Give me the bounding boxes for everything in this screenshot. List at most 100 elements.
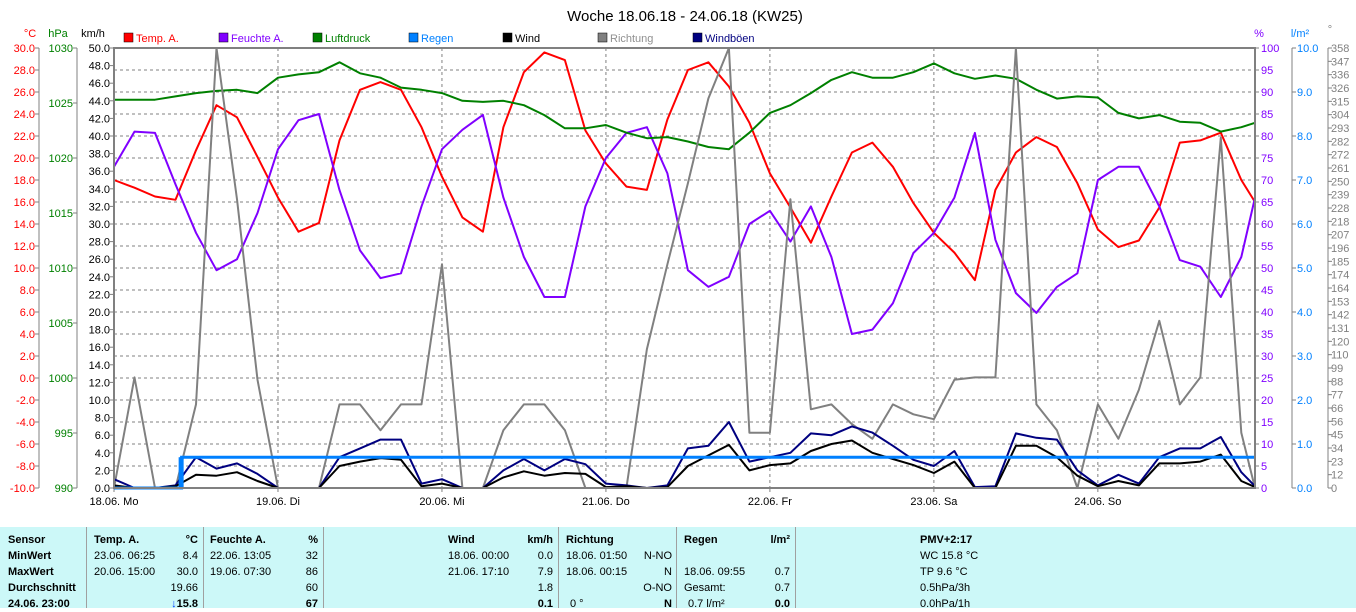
temp-current-value: 15.8 bbox=[176, 598, 198, 610]
pressure-tick-label: 1020 bbox=[49, 153, 73, 165]
humidity-tick-label: 20 bbox=[1261, 395, 1273, 407]
direction-current-deg: 0 ° bbox=[570, 598, 584, 610]
temp-tick-label: 8.0 bbox=[20, 285, 35, 297]
x-tick-label: 18.06. Mo bbox=[90, 496, 139, 508]
pressure-axis-unit: hPa bbox=[48, 28, 68, 40]
pressure-trend-1h: 0.0hPa/1h bbox=[920, 598, 971, 610]
humidity-min: 32 bbox=[305, 550, 318, 562]
x-tick-label: 24.06. So bbox=[1074, 496, 1121, 508]
wind-max-time: 21.06. 17:10 bbox=[448, 566, 510, 578]
humidity-tick-label: 95 bbox=[1261, 65, 1273, 77]
direction-tick-label: 34 bbox=[1331, 443, 1343, 455]
direction-min-time: 18.06. 01:50 bbox=[566, 550, 628, 562]
temp-tick-label: 14.0 bbox=[14, 219, 35, 231]
pressure-tick-label: 990 bbox=[55, 483, 73, 495]
wind-max: 7.9 bbox=[537, 566, 553, 578]
rain-tick-label: 0.0 bbox=[1297, 483, 1312, 495]
temp-tick-label: 24.0 bbox=[14, 109, 35, 121]
direction-tick-label: 66 bbox=[1331, 403, 1343, 415]
humidity-tick-label: 70 bbox=[1261, 175, 1273, 187]
temp-tick-label: -8.0 bbox=[16, 461, 35, 473]
legend-label: Temp. A. bbox=[136, 33, 179, 45]
direction-tick-label: 174 bbox=[1331, 270, 1349, 282]
wind-axis-unit: km/h bbox=[81, 28, 105, 40]
wind-tick-label: 0.0 bbox=[95, 483, 110, 495]
humidity-tick-label: 65 bbox=[1261, 197, 1273, 209]
wind-tick-label: 36.0 bbox=[89, 166, 110, 178]
pressure-tick-label: 1010 bbox=[49, 263, 73, 275]
wind-tick-label: 48.0 bbox=[89, 61, 110, 73]
legend-label: Wind bbox=[515, 33, 540, 45]
series-line-feuchte-a bbox=[113, 113, 1256, 335]
humidity-tick-label: 60 bbox=[1261, 219, 1273, 231]
humidity-tick-label: 0 bbox=[1261, 483, 1267, 495]
temp-avg: 19.66 bbox=[170, 582, 198, 594]
temp-tick-label: -4.0 bbox=[16, 417, 35, 429]
direction-tick-label: 164 bbox=[1331, 283, 1349, 295]
temp-tick-label: 10.0 bbox=[14, 263, 35, 275]
wind-unit: km/h bbox=[527, 534, 553, 546]
wind-tick-label: 12.0 bbox=[89, 377, 110, 389]
legend-label: Richtung bbox=[610, 33, 653, 45]
column-divider bbox=[203, 527, 204, 608]
direction-tick-label: 56 bbox=[1331, 416, 1343, 428]
wind-tick-label: 28.0 bbox=[89, 237, 110, 249]
rain-tick-label: 3.0 bbox=[1297, 351, 1312, 363]
humidity-tick-label: 10 bbox=[1261, 439, 1273, 451]
temp-axis-unit: °C bbox=[24, 28, 36, 40]
temp-max: 30.0 bbox=[176, 566, 198, 578]
humidity-tick-label: 45 bbox=[1261, 285, 1273, 297]
wind-tick-label: 16.0 bbox=[89, 342, 110, 354]
column-divider bbox=[558, 527, 559, 608]
wind-tick-label: 4.0 bbox=[95, 448, 110, 460]
direction-avg: O-NO bbox=[643, 582, 672, 594]
wind-tick-label: 50.0 bbox=[89, 43, 110, 55]
rain-current-total: 0.7 l/m² bbox=[688, 598, 725, 610]
wind-tick-label: 14.0 bbox=[89, 360, 110, 372]
direction-min: N-NO bbox=[643, 550, 672, 562]
temp-tick-label: 0.0 bbox=[20, 373, 35, 385]
wind-tick-label: 30.0 bbox=[89, 219, 110, 231]
pressure-tick-label: 995 bbox=[55, 428, 73, 440]
rain-tick-label: 7.0 bbox=[1297, 175, 1312, 187]
axes: 30.0 28.0 26.0 24.0 22.0 20.0 18.0 16.0 14.0 12.0… bbox=[10, 43, 1349, 495]
legend-label: Regen bbox=[421, 33, 453, 45]
rain-tick-label: 1.0 bbox=[1297, 439, 1312, 451]
wind-tick-label: 8.0 bbox=[95, 413, 110, 425]
direction-tick-label: 239 bbox=[1331, 190, 1349, 202]
row-label-avg: Durchschnitt bbox=[8, 582, 76, 594]
pressure-tick-label: 1015 bbox=[49, 208, 73, 220]
rain-tick-label: 5.0 bbox=[1297, 263, 1312, 275]
rain-current: 0.0 bbox=[774, 598, 790, 610]
wind-tick-label: 22.0 bbox=[89, 289, 110, 301]
direction-tick-label: 110 bbox=[1331, 350, 1349, 362]
humidity-tick-label: 50 bbox=[1261, 263, 1273, 275]
column-divider bbox=[86, 527, 87, 608]
grid: 18.06. Mo 19.06. Di 20.06. Mi 21.06. Do 22.0… bbox=[90, 48, 1255, 508]
rain-unit: l/m² bbox=[770, 534, 790, 546]
column-divider bbox=[323, 527, 324, 608]
legend-label: Luftdruck bbox=[325, 33, 371, 45]
series-line-temp-a bbox=[113, 51, 1256, 282]
direction-tick-label: 99 bbox=[1331, 363, 1343, 375]
rain-total: 0.7 bbox=[774, 582, 790, 594]
direction-tick-label: 315 bbox=[1331, 96, 1349, 108]
temp-tick-label: 18.0 bbox=[14, 175, 35, 187]
x-tick-label: 21.06. Do bbox=[582, 496, 630, 508]
wind-chill: WC 15.8 °C bbox=[920, 550, 979, 562]
temp-min: 8.4 bbox=[182, 550, 198, 562]
humidity-header: Feuchte A. bbox=[210, 534, 266, 546]
temp-tick-label: 28.0 bbox=[14, 65, 35, 77]
row-label-max: MaxWert bbox=[8, 566, 54, 578]
humidity-current: 67 bbox=[305, 598, 318, 610]
direction-tick-label: 228 bbox=[1331, 203, 1349, 215]
pressure-tick-label: 1030 bbox=[49, 43, 73, 55]
legend: Temp. A. Feuchte A. Luftdruck Regen Wind Rich… bbox=[123, 32, 755, 45]
direction-tick-label: 261 bbox=[1331, 163, 1349, 175]
humidity-tick-label: 15 bbox=[1261, 417, 1273, 429]
humidity-tick-label: 75 bbox=[1261, 153, 1273, 165]
direction-tick-label: 142 bbox=[1331, 310, 1349, 322]
rain-tick-label: 8.0 bbox=[1297, 131, 1312, 143]
rain-max-time: 18.06. 09:55 bbox=[684, 566, 746, 578]
humidity-tick-label: 5 bbox=[1261, 461, 1267, 473]
